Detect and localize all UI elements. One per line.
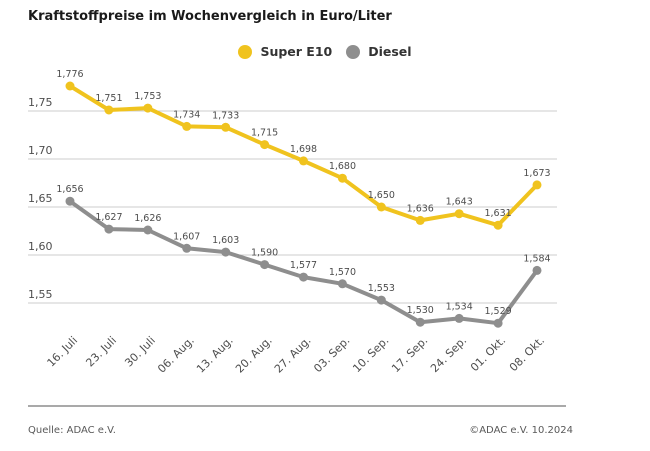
y-axis-tick-label: 1,70 <box>28 144 53 157</box>
data-point-label: 1,650 <box>368 190 395 201</box>
data-point-label: 1,631 <box>484 208 511 219</box>
legend-label-diesel: Diesel <box>368 44 412 59</box>
data-point <box>337 279 347 289</box>
data-point <box>376 295 386 305</box>
data-point <box>415 215 425 225</box>
data-point-label: 1,751 <box>95 93 122 104</box>
x-axis-tick-label: 03. Sep. <box>311 334 352 375</box>
legend-item-super-e10: Super E10 <box>238 44 332 59</box>
data-point <box>104 224 114 234</box>
x-axis-tick-label: 01. Okt. <box>468 334 508 374</box>
x-axis-tick-label: 16. Juli <box>45 334 81 370</box>
x-axis-tick-label: 27. Aug. <box>272 334 314 376</box>
legend-item-diesel: Diesel <box>346 44 412 59</box>
data-point-label: 1,577 <box>290 260 317 271</box>
data-point-label: 1,715 <box>251 128 278 139</box>
x-axis-tick-label: 24. Sep. <box>428 334 469 375</box>
data-point <box>376 202 386 212</box>
data-point-label: 1,607 <box>173 231 200 242</box>
x-axis-tick-label: 06. Aug. <box>155 334 197 376</box>
data-point <box>182 121 192 131</box>
super-e10-dot-icon <box>238 44 253 59</box>
x-axis-tick-label: 23. Juli <box>83 334 119 370</box>
data-point <box>299 272 308 282</box>
data-point <box>65 196 75 206</box>
data-point-label: 1,733 <box>212 110 239 121</box>
data-point-label: 1,626 <box>134 213 161 224</box>
data-point <box>493 220 503 230</box>
legend-label-super-e10: Super E10 <box>260 44 333 59</box>
data-point-label: 1,553 <box>368 283 395 294</box>
data-point-label: 1,636 <box>407 203 434 214</box>
data-point-label: 1,529 <box>484 306 511 317</box>
x-axis-tick-label: 17. Sep. <box>389 334 430 375</box>
y-axis-tick-label: 1,60 <box>28 240 53 253</box>
data-point-label: 1,643 <box>446 197 473 208</box>
data-point-label: 1,734 <box>173 109 200 120</box>
data-point-label: 1,627 <box>95 212 122 223</box>
data-point <box>493 318 503 328</box>
x-axis-tick-label: 30. Juli <box>122 334 158 370</box>
chart-title: Kraftstoffpreise im Wochenvergleich in E… <box>28 9 392 24</box>
data-point-label: 1,584 <box>523 253 550 264</box>
footer-divider <box>28 405 566 407</box>
data-point <box>454 209 464 219</box>
data-point <box>454 313 464 323</box>
data-point-label: 1,534 <box>446 301 473 312</box>
source-label: Quelle: ADAC e.V. <box>28 425 116 436</box>
data-point-label: 1,680 <box>329 161 356 172</box>
data-point <box>337 173 347 183</box>
data-point <box>299 156 308 166</box>
data-point <box>415 317 425 327</box>
data-point <box>143 225 153 235</box>
data-point <box>532 265 542 275</box>
x-axis-tick-label: 20. Aug. <box>233 334 275 376</box>
x-axis-tick-label: 13. Aug. <box>194 334 236 376</box>
copyright-label: ©ADAC e.V. 10.2024 <box>469 425 573 436</box>
data-point-label: 1,590 <box>251 248 278 259</box>
data-point-label: 1,530 <box>407 305 434 316</box>
fuel-price-line-chart: 1,55 1,60 1,65 1,70 1,75 16. Juli 23. Juli 30. … <box>28 69 557 376</box>
data-point <box>143 103 153 113</box>
diesel-dot-icon <box>346 44 361 59</box>
data-point <box>532 180 542 190</box>
data-point-label: 1,698 <box>290 144 317 155</box>
x-axis-tick-label: 08. Okt. <box>507 334 547 374</box>
y-axis-tick-label: 1,75 <box>28 96 53 109</box>
y-axis-tick-label: 1,55 <box>28 288 53 301</box>
data-point-label: 1,603 <box>212 235 239 246</box>
data-point-label: 1,776 <box>56 69 83 80</box>
y-axis-tick-label: 1,65 <box>28 192 53 205</box>
data-point-label: 1,656 <box>56 184 83 195</box>
data-point-label: 1,673 <box>523 168 550 179</box>
chart-legend: Super E10 Diesel <box>0 44 650 59</box>
data-point-label: 1,570 <box>329 267 356 278</box>
data-point <box>221 122 231 132</box>
footer: Quelle: ADAC e.V. ©ADAC e.V. 10.2024 <box>28 425 573 436</box>
data-point <box>260 140 270 150</box>
data-point <box>182 243 192 253</box>
data-point-label: 1,753 <box>134 91 161 102</box>
data-point <box>104 105 114 115</box>
data-point <box>65 81 75 91</box>
x-axis-tick-label: 10. Sep. <box>350 334 391 375</box>
data-point <box>260 260 270 270</box>
data-point <box>221 247 231 257</box>
